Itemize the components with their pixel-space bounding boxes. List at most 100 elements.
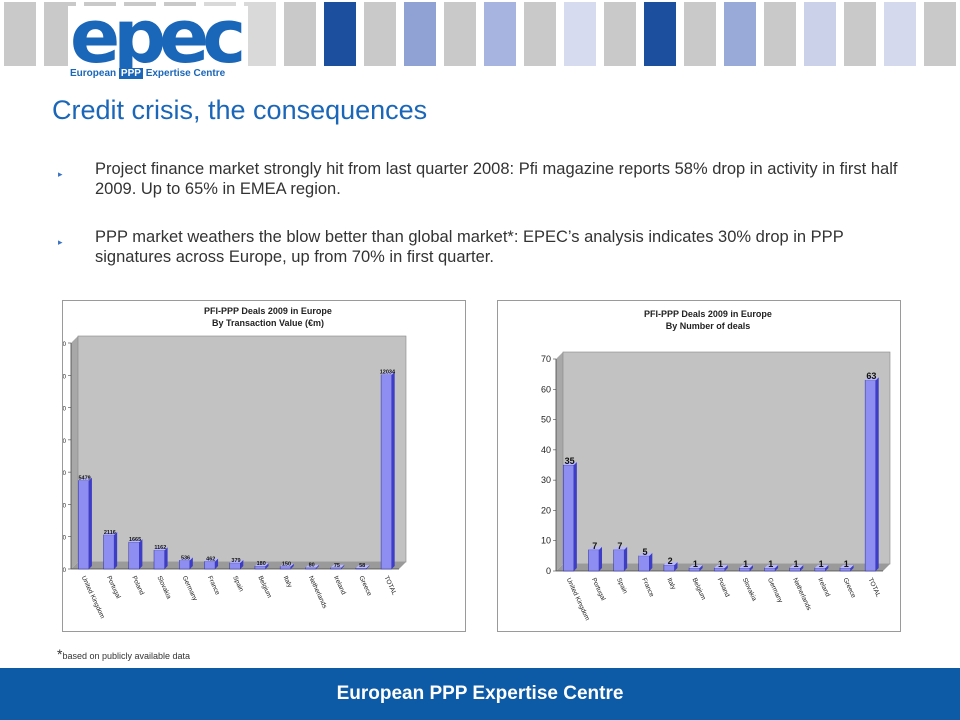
chart-data-label: 536 [181,555,190,561]
chart-y-tick-label: 70 [541,354,551,364]
chart-bar-side [674,561,678,571]
chart-bar-front [588,549,600,572]
chart-bar [355,565,370,570]
chart-bar [305,564,319,570]
chart-data-label: 1 [844,559,849,569]
chart-bar-top [638,552,653,556]
chart-bar [153,547,168,570]
chart-bar-top [714,564,728,568]
chart-x-tick-label: Greece [357,575,373,598]
chart-bar-top [588,546,603,550]
chart-x-tick-label: Belgium [256,575,272,599]
header-stripe [484,2,516,66]
chart-bar-top [814,564,829,568]
chart-bar-top [78,477,92,481]
chart-bar [739,564,753,572]
footer-text: European PPP Expertise Centre [336,683,624,704]
chart-y-tick-label: 14000 [63,342,67,348]
chart-y-tick-label: 0 [546,566,551,576]
chart-data-label: 5 [643,547,648,557]
chart-bar-front [864,379,876,572]
chart-bar-side [775,564,779,571]
chart-bar-top [305,564,319,568]
header-stripe [284,2,316,66]
chart-y-tick-label: 8000 [63,439,67,445]
chart-bar-front [380,374,392,570]
chart-bar [839,564,854,572]
chart-y-tick-label: 60 [541,384,551,394]
chart-bar-side [88,477,92,569]
chart-bar-top [563,462,577,465]
header-stripe [604,2,636,66]
chart-plot-area [562,351,891,565]
chart-bar-side [599,546,603,571]
chart-bar-side [624,546,628,571]
bullet-text: Project finance market strongly hit from… [95,160,898,198]
footnote-text: based on publicly available data [62,651,191,661]
chart-y-tick-label: 20 [541,505,551,515]
chart-bar [814,564,829,572]
chart-x-tick-label: France [640,577,655,599]
chart-bar-front [103,534,115,570]
bullet-list: ▸ Project finance market strongly hit fr… [58,159,918,295]
chart-bar-side [265,563,269,569]
chart-bar [229,559,244,570]
chart-y-tick-label: 2000 [63,536,67,542]
chart-bar [588,546,603,572]
header-stripe [924,2,956,66]
chart-y-tick-label: 0 [63,568,67,574]
header-stripe [444,2,476,66]
chart-x-tick-label: Belgium [691,577,707,601]
header-stripe [524,2,556,66]
chart-bar-side [139,539,143,569]
header-stripe [4,2,36,66]
bullet-item: ▸ PPP market weathers the blow better th… [58,227,918,267]
chart-bar [103,531,118,570]
header-stripe [844,2,876,66]
chart-x-tick-label: France [206,575,221,597]
chart-bar [204,558,219,570]
chart-bar [380,371,395,570]
chart-bar-front [78,480,90,570]
chart-x-tick-label: United Kingdom [565,577,591,622]
chart-x-tick-label: Netherlands [307,575,328,610]
header-stripe [564,2,596,66]
chart-bar-top [689,564,703,568]
header-stripe [324,2,356,66]
chart-bar [764,564,779,572]
chart-bar-top [204,558,219,562]
chart-bar-front [613,549,625,572]
chart-data-label: 1 [793,559,798,569]
chart-bar-side [114,531,118,569]
chart-bar-top [254,563,269,567]
chart-data-label: 1 [819,559,824,569]
header-stripe [404,2,436,66]
chart-bar-side [875,377,879,571]
chart-bar-side [749,564,753,571]
footnote-star: * [57,646,63,662]
chart-y-tick-label: 6000 [63,471,67,477]
chart-data-label: 379 [231,558,240,564]
chart-bar-top [613,546,628,550]
header-stripe [804,2,836,66]
chart-bar-side [699,564,703,571]
chart-y-tick-label: 12000 [63,374,67,380]
chart-x-tick-label: Netherlands [791,577,812,612]
chart-x-tick-label: Ireland [816,577,831,598]
chart-data-label: 5479 [78,476,90,482]
chart-data-label: 150 [282,562,291,568]
chart-bar-top [663,561,678,565]
chart-x-tick-label: Slovakia [155,575,172,601]
chart-x-tick-label: Portugal [105,575,122,600]
chart-bar [563,462,577,572]
chart-x-tick-label: Greece [841,577,857,600]
logo-subtitle-ppp: PPP [118,68,143,79]
chart-bar-side [649,552,653,571]
chart-bar-side [341,564,345,569]
chart-side-wall [556,352,563,571]
chart-bar [330,564,345,570]
chart-data-label: 80 [309,563,315,569]
header-stripe [764,2,796,66]
chart-data-label: 1 [718,559,723,569]
bullet-arrow-icon: ▸ [58,237,63,247]
